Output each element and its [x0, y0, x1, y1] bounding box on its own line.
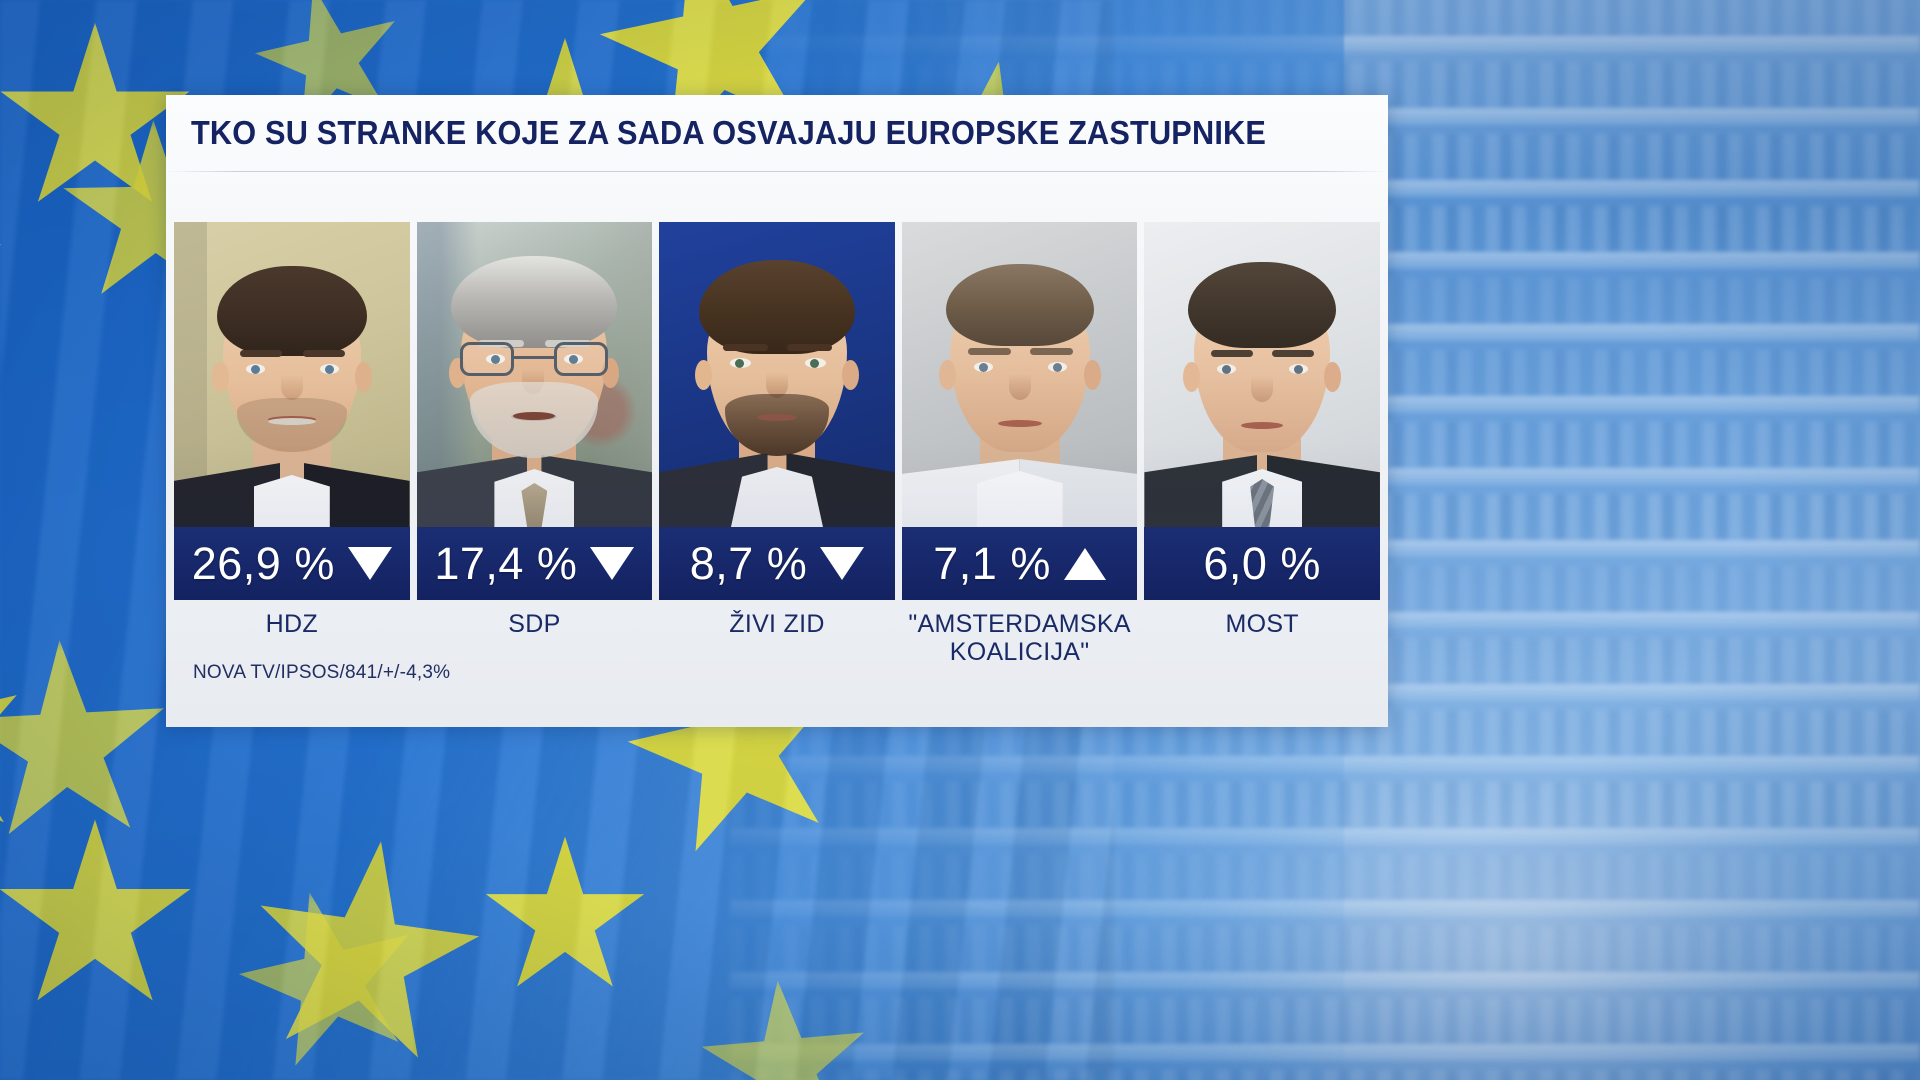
portrait-amsterdamska-koalicija — [901, 222, 1138, 527]
party-column-amsterdamska-koalicija[interactable]: 7,1 % "AMSTERDAMSKA KOALICIJA" — [901, 222, 1138, 666]
triangle-up-icon — [1063, 547, 1106, 580]
portrait-most — [1144, 222, 1380, 527]
party-columns: 26,9 % HDZ — [174, 222, 1380, 666]
party-label-zivi-zid: ŽIVI ZID — [729, 610, 825, 638]
percentage-bar-most: 6,0 % — [1144, 527, 1380, 600]
party-column-hdz[interactable]: 26,9 % HDZ — [174, 222, 410, 638]
triangle-down-icon — [820, 547, 865, 580]
percentage-value: 26,9 % — [191, 537, 335, 589]
percentage-value: 6,0 % — [1203, 537, 1321, 589]
source-note: NOVA TV/IPSOS/841/+/-4,3% — [193, 662, 451, 683]
portrait-sdp — [416, 222, 653, 527]
percentage-value: 17,4 % — [434, 537, 578, 589]
party-label-most: MOST — [1225, 610, 1299, 638]
party-label-hdz: HDZ — [265, 610, 318, 638]
portrait-zivi-zid — [659, 222, 895, 527]
percentage-bar-hdz: 26,9 % — [174, 527, 410, 600]
party-label-sdp: SDP — [508, 610, 561, 638]
percentage-bar-sdp: 17,4 % — [416, 527, 653, 600]
party-column-most[interactable]: 6,0 % MOST — [1144, 222, 1380, 638]
title-divider — [166, 171, 1388, 172]
party-label-amsterdamska-koalicija: "AMSTERDAMSKA KOALICIJA" — [908, 610, 1131, 667]
percentage-value: 7,1 % — [933, 537, 1051, 589]
party-column-sdp[interactable]: 17,4 % SDP — [416, 222, 653, 638]
triangle-down-icon — [347, 547, 392, 580]
triangle-down-icon — [590, 547, 635, 580]
page-title: TKO SU STRANKE KOJE ZA SADA OSVAJAJU EUR… — [191, 114, 1267, 151]
percentage-value: 8,7 % — [689, 537, 808, 589]
portrait-hdz — [174, 222, 410, 527]
party-column-zivi-zid[interactable]: 8,7 % ŽIVI ZID — [659, 222, 895, 638]
percentage-bar-amsterdamska-koalicija: 7,1 % — [901, 527, 1138, 600]
poll-graphic-card: TKO SU STRANKE KOJE ZA SADA OSVAJAJU EUR… — [166, 95, 1388, 727]
eyeglasses-icon — [460, 342, 609, 380]
percentage-bar-zivi-zid: 8,7 % — [659, 527, 895, 600]
